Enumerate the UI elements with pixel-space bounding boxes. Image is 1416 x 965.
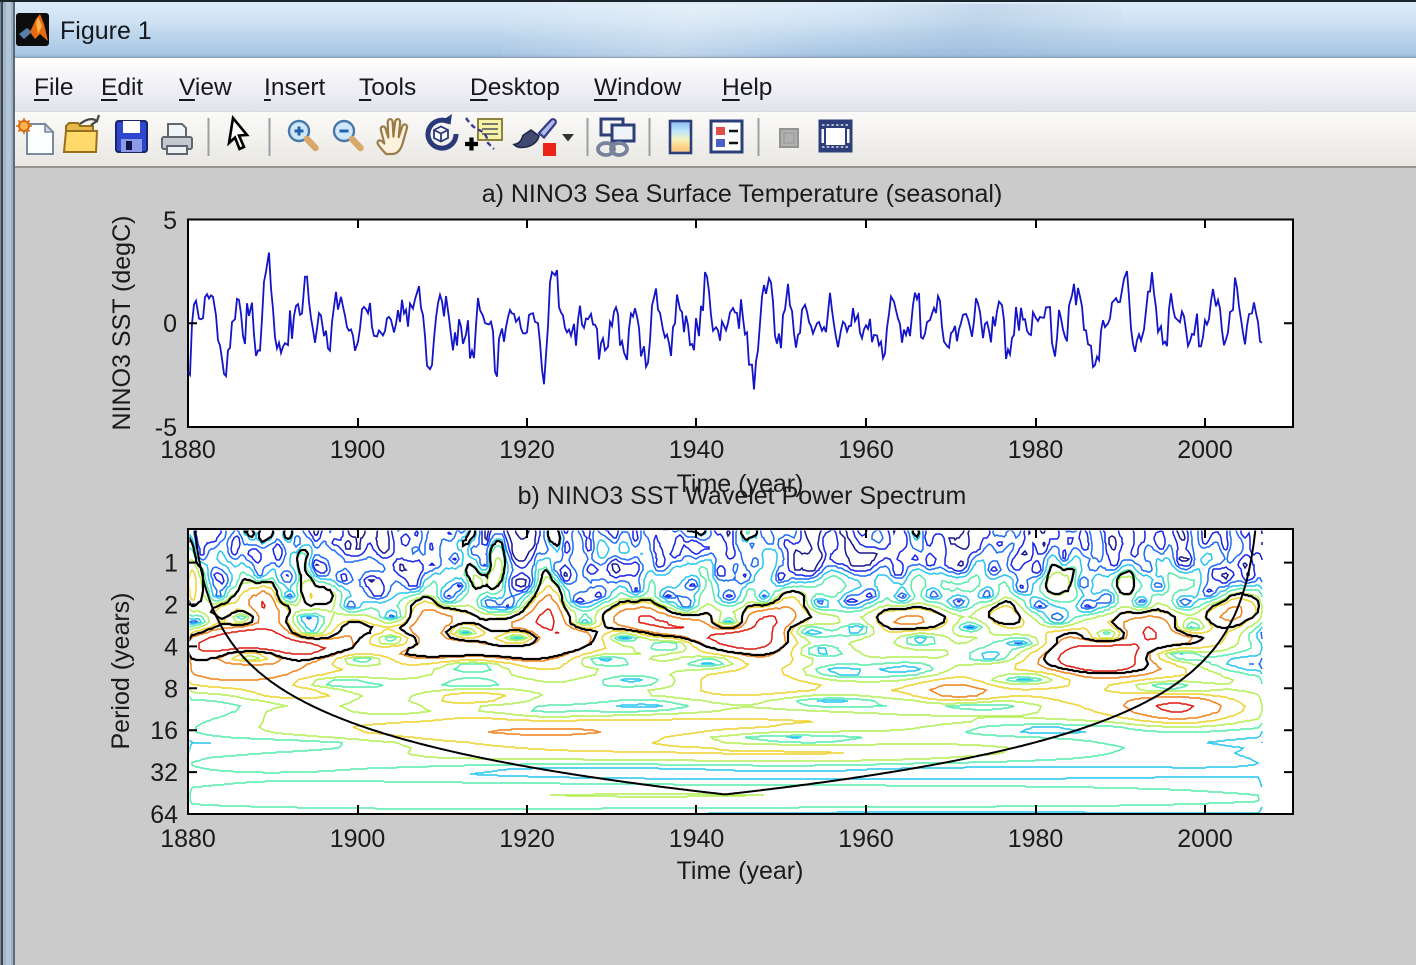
svg-text:1980: 1980 xyxy=(1008,436,1064,464)
svg-text:16: 16 xyxy=(150,717,178,745)
svg-text:5: 5 xyxy=(163,207,177,235)
svg-text:a) NINO3 Sea Surface Temperatu: a) NINO3 Sea Surface Temperature (season… xyxy=(482,180,1003,208)
svg-text:8: 8 xyxy=(164,675,178,703)
svg-text:0: 0 xyxy=(163,310,177,338)
svg-text:Time (year): Time (year) xyxy=(677,857,804,885)
svg-text:1920: 1920 xyxy=(499,825,555,853)
svg-text:1: 1 xyxy=(164,550,178,578)
svg-text:64: 64 xyxy=(150,801,178,829)
svg-text:1960: 1960 xyxy=(838,436,894,464)
svg-text:2000: 2000 xyxy=(1177,436,1233,464)
svg-text:1940: 1940 xyxy=(669,436,725,464)
svg-text:1940: 1940 xyxy=(669,825,725,853)
svg-text:1880: 1880 xyxy=(160,825,216,853)
svg-text:NINO3 SST (degC): NINO3 SST (degC) xyxy=(108,216,136,431)
svg-text:1920: 1920 xyxy=(499,436,555,464)
svg-text:2: 2 xyxy=(164,592,178,620)
svg-text:1960: 1960 xyxy=(838,825,894,853)
svg-text:1980: 1980 xyxy=(1008,825,1064,853)
svg-text:-5: -5 xyxy=(155,414,177,442)
svg-text:Period (years): Period (years) xyxy=(107,593,135,750)
svg-text:b) NINO3 SST Wavelet Power Spe: b) NINO3 SST Wavelet Power Spectrum xyxy=(518,482,967,510)
svg-text:1880: 1880 xyxy=(160,436,216,464)
svg-text:Time (year): Time (year) xyxy=(677,470,804,498)
svg-text:2000: 2000 xyxy=(1177,825,1233,853)
svg-text:1900: 1900 xyxy=(330,825,386,853)
svg-text:1900: 1900 xyxy=(330,436,386,464)
svg-text:4: 4 xyxy=(164,633,178,661)
svg-text:32: 32 xyxy=(150,759,178,787)
